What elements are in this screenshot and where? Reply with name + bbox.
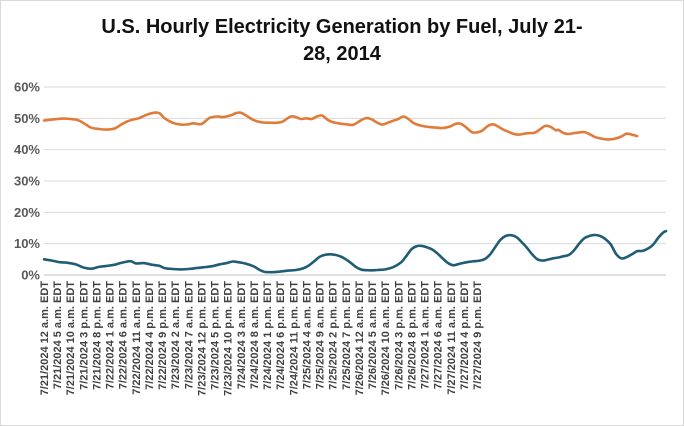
x-tick-label: 7/25/2024 2 p.m. EDT xyxy=(328,281,340,390)
series-layer xyxy=(42,111,668,274)
gridlines xyxy=(44,86,666,276)
x-axis: 7/21/2024 12 a.m. EDT 7/21/2024 5 a.m. ED… xyxy=(39,281,484,396)
y-tick-label: 50% xyxy=(14,111,40,126)
y-tick-label: 0% xyxy=(21,268,40,283)
x-tick-label: 7/21/2024 3 p.m. EDT xyxy=(78,281,90,390)
x-tick-label: 7/25/2024 4 a.m. EDT xyxy=(301,281,313,390)
x-tick-label: 7/24/2024 6 p.m. EDT xyxy=(275,281,287,390)
x-tick-label: 7/25/2024 7 p.m. EDT xyxy=(341,281,353,390)
x-tick-label: 7/22/2024 4 p.m. EDT xyxy=(144,281,156,390)
y-tick-label: 60% xyxy=(14,80,40,95)
x-tick-label: 7/27/2024 9 p.m. EDT xyxy=(472,281,484,390)
chart-title-line-2: 28, 2014 xyxy=(303,43,381,65)
x-tick-label: 7/27/2024 6 a.m. EDT xyxy=(433,281,445,390)
x-tick-label: 7/23/2024 10 p.m. EDT xyxy=(223,281,235,396)
x-tick-label: 7/26/2024 5 a.m. EDT xyxy=(367,281,379,390)
x-tick-label: 7/22/2024 9 p.m. EDT xyxy=(157,281,169,390)
x-tick-label: 7/23/2024 12 p.m. EDT xyxy=(196,281,208,396)
x-tick-label: 7/26/2024 10 a.m. EDT xyxy=(380,281,392,396)
y-tick-label: 10% xyxy=(14,236,40,251)
x-tick-label: 7/27/2024 4 p.m. EDT xyxy=(459,281,471,390)
x-tick-label: 7/23/2024 7 a.m. EDT xyxy=(183,281,195,390)
x-tick-label: 7/24/2024 1 p.m. EDT xyxy=(262,281,274,390)
y-tick-label: 30% xyxy=(14,174,40,189)
x-tick-label: 7/26/2024 3 p.m. EDT xyxy=(393,281,405,390)
y-tick-label: 40% xyxy=(14,142,40,157)
x-tick-label: 7/21/2024 12 a.m. EDT xyxy=(39,281,51,396)
x-tick-label: 7/21/2024 8 p.m. EDT xyxy=(91,281,103,390)
series-line-1 xyxy=(42,111,639,141)
y-tick-label: 20% xyxy=(14,205,40,220)
x-tick-label: 7/22/2024 11 a.m. EDT xyxy=(131,281,143,395)
x-tick-label: 7/24/2024 11 p.m. EDT xyxy=(288,281,300,396)
x-tick-label: 7/26/2024 8 p.m. EDT xyxy=(406,281,418,390)
x-tick-label: 7/27/2024 1 a.m. EDT xyxy=(420,281,432,390)
chart-title-line-1: U.S. Hourly Electricity Generation by Fu… xyxy=(101,16,583,38)
x-tick-label: 7/22/2024 1 a.m. EDT xyxy=(105,281,117,390)
x-tick-label: 7/25/2024 9 a.m. EDT xyxy=(315,281,327,390)
x-tick-label: 7/27/2024 11 a.m. EDT xyxy=(446,281,458,395)
x-tick-label: 7/23/2024 5 p.m. EDT xyxy=(210,281,222,390)
x-tick-label: 7/24/2024 8 a.m. EDT xyxy=(249,281,261,390)
x-tick-label: 7/26/2024 12 a.m. EDT xyxy=(354,281,366,396)
chart-title: U.S. Hourly Electricity Generation by Fu… xyxy=(60,14,624,68)
series-line-2 xyxy=(42,229,668,274)
x-tick-label: 7/24/2024 3 a.m. EDT xyxy=(236,281,248,390)
x-tick-label: 7/21/2024 10 a.m. EDT xyxy=(65,281,77,396)
y-axis: 0% 10% 20% 30% 40% 50% 60% xyxy=(14,80,40,283)
x-tick-label: 7/21/2024 5 a.m. EDT xyxy=(52,281,64,390)
x-tick-label: 7/23/2024 2 a.m. EDT xyxy=(170,281,182,390)
x-tick-label: 7/22/2024 6 a.m. EDT xyxy=(118,281,130,390)
